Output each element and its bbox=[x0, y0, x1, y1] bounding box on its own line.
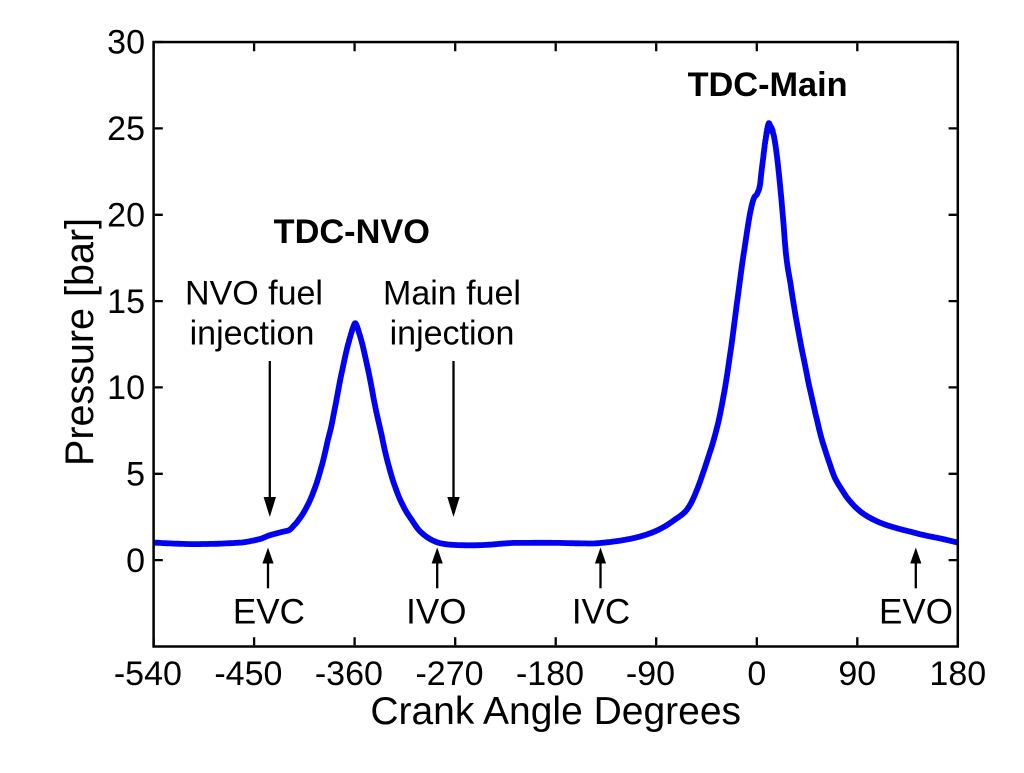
svg-text:-270: -270 bbox=[415, 655, 483, 693]
svg-text:Pressure [bar]: Pressure [bar] bbox=[58, 218, 102, 466]
svg-text:20: 20 bbox=[107, 196, 145, 234]
svg-text:NVO fuel: NVO fuel bbox=[185, 275, 323, 313]
svg-text:Crank Angle Degrees: Crank Angle Degrees bbox=[370, 690, 741, 733]
svg-text:10: 10 bbox=[107, 369, 145, 407]
svg-text:-90: -90 bbox=[626, 655, 675, 693]
svg-text:IVO: IVO bbox=[406, 593, 466, 632]
svg-text:EVO: EVO bbox=[879, 593, 953, 632]
svg-text:Main fuel: Main fuel bbox=[383, 275, 521, 313]
svg-text:injection: injection bbox=[190, 315, 315, 353]
svg-text:EVC: EVC bbox=[233, 593, 305, 632]
svg-text:-450: -450 bbox=[214, 655, 282, 693]
svg-text:0: 0 bbox=[126, 542, 145, 580]
svg-text:15: 15 bbox=[107, 283, 145, 321]
svg-text:-360: -360 bbox=[315, 655, 383, 693]
svg-text:30: 30 bbox=[107, 24, 145, 62]
svg-text:-540: -540 bbox=[114, 655, 182, 693]
svg-text:injection: injection bbox=[390, 315, 515, 353]
svg-text:25: 25 bbox=[107, 110, 145, 148]
svg-text:0: 0 bbox=[747, 655, 766, 693]
svg-text:IVC: IVC bbox=[572, 593, 630, 632]
svg-text:5: 5 bbox=[126, 456, 145, 494]
svg-text:-180: -180 bbox=[516, 655, 584, 693]
svg-text:TDC-Main: TDC-Main bbox=[688, 66, 848, 104]
svg-text:90: 90 bbox=[838, 655, 876, 693]
svg-text:180: 180 bbox=[929, 655, 986, 693]
svg-text:TDC-NVO: TDC-NVO bbox=[274, 213, 430, 251]
